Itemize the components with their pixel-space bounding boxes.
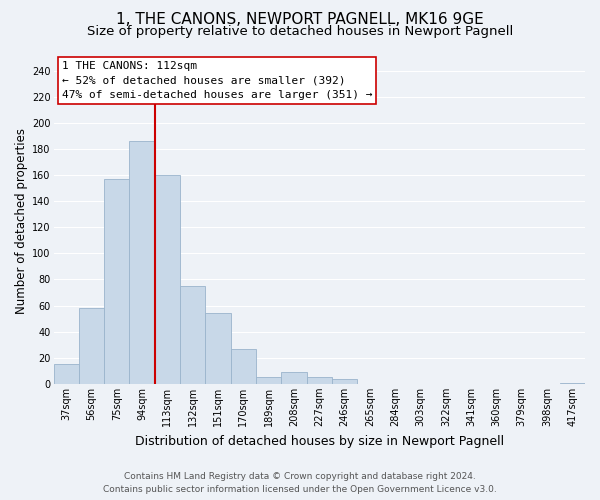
Bar (53, 364, 79, 384)
Text: Contains HM Land Registry data © Crown copyright and database right 2024.
Contai: Contains HM Land Registry data © Crown c… (103, 472, 497, 494)
Bar (560, 382, 585, 384)
Y-axis label: Number of detached properties: Number of detached properties (15, 128, 28, 314)
Text: 1, THE CANONS, NEWPORT PAGNELL, MK16 9GE: 1, THE CANONS, NEWPORT PAGNELL, MK16 9GE (116, 12, 484, 28)
Bar (281, 372, 307, 384)
Text: Size of property relative to detached houses in Newport Pagnell: Size of property relative to detached ho… (87, 25, 513, 38)
Bar (307, 378, 332, 384)
Bar (180, 286, 205, 384)
Bar (332, 378, 357, 384)
X-axis label: Distribution of detached houses by size in Newport Pagnell: Distribution of detached houses by size … (135, 434, 504, 448)
Text: 1 THE CANONS: 112sqm
← 52% of detached houses are smaller (392)
47% of semi-deta: 1 THE CANONS: 112sqm ← 52% of detached h… (62, 61, 372, 100)
Bar (231, 348, 256, 384)
Bar (79, 308, 104, 384)
Bar (205, 314, 231, 384)
Bar (256, 378, 281, 384)
Bar (130, 141, 155, 384)
Bar (155, 175, 180, 384)
Bar (104, 179, 130, 384)
